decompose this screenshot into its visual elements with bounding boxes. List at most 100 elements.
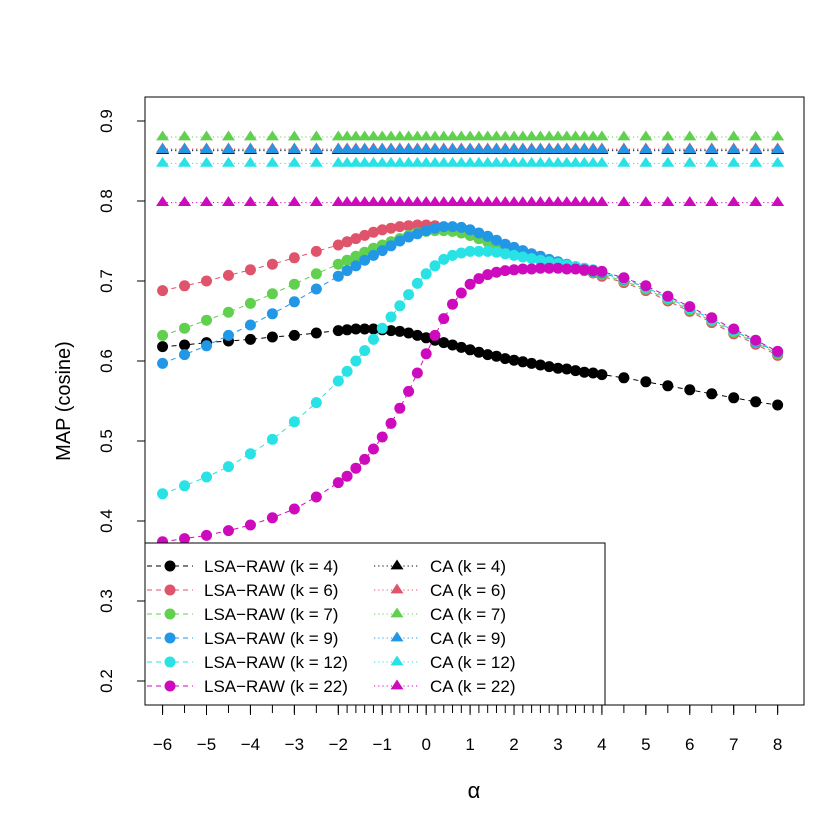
legend-label: LSA−RAW (k = 6) <box>204 581 338 600</box>
data-point-circle <box>534 262 546 274</box>
y-axis: 0.2 0.3 0.4 0.5 0.6 0.7 0.8 0.9 <box>97 109 145 693</box>
data-point-triangle <box>309 196 323 206</box>
data-point-circle <box>455 287 467 299</box>
data-point-triangle <box>516 156 530 167</box>
data-point-circle <box>482 349 494 361</box>
data-point-circle <box>438 253 450 265</box>
legend-marker <box>390 559 404 570</box>
data-point-triangle <box>410 196 424 206</box>
legend-label: LSA−RAW (k = 9) <box>204 629 338 648</box>
legend-entry: LSA−RAW (k = 22) <box>147 677 348 696</box>
data-point-circle <box>640 280 652 292</box>
data-point-circle <box>706 312 718 324</box>
data-point-triangle <box>595 130 609 141</box>
data-point-circle <box>411 277 423 289</box>
data-point-triangle <box>331 196 345 206</box>
data-point-circle <box>526 357 538 369</box>
data-point-circle <box>438 313 450 325</box>
data-point-triangle <box>446 196 460 206</box>
x-tick-label: 0 <box>421 735 430 754</box>
data-point-triangle <box>586 130 600 141</box>
legend-marker <box>164 584 176 596</box>
data-point-circle <box>543 262 555 274</box>
data-point-circle <box>447 221 459 233</box>
data-point-triangle <box>287 130 301 141</box>
data-point-triangle <box>428 130 442 141</box>
data-point-circle <box>526 253 538 265</box>
data-point-circle <box>517 251 529 263</box>
data-point-circle <box>464 344 476 356</box>
data-point-circle <box>455 221 467 233</box>
data-point-circle <box>201 275 213 287</box>
data-point-triangle <box>560 156 574 167</box>
data-point-circle <box>596 369 608 381</box>
data-point-circle <box>266 258 278 270</box>
data-point-triangle <box>533 196 547 206</box>
data-point-circle <box>473 346 485 358</box>
data-point-triangle <box>569 130 583 141</box>
data-point-circle <box>490 246 502 258</box>
data-point-triangle <box>683 156 697 167</box>
data-point-circle <box>367 443 379 455</box>
data-point-triangle <box>265 130 279 141</box>
data-point-triangle <box>489 156 503 167</box>
data-point-triangle <box>595 156 609 167</box>
data-point-triangle <box>454 196 468 206</box>
data-point-triangle <box>525 196 539 206</box>
data-point-circle <box>482 230 494 242</box>
data-point-circle <box>561 263 573 275</box>
data-point-circle <box>310 491 322 503</box>
data-point-triangle <box>358 143 372 154</box>
data-point-triangle <box>366 143 380 154</box>
series-line <box>162 267 778 543</box>
data-point-circle <box>266 331 278 343</box>
data-point-triangle <box>705 143 719 154</box>
data-point-circle <box>464 224 476 236</box>
data-point-triangle <box>472 196 486 206</box>
series-lsa-5 <box>157 262 784 548</box>
series-ca-5 <box>156 196 785 206</box>
x-tick-label: −5 <box>197 735 216 754</box>
data-point-triangle <box>454 143 468 154</box>
data-point-triangle <box>340 130 354 141</box>
data-point-circle <box>341 324 353 336</box>
y-tick-label: 0.5 <box>97 429 116 453</box>
data-point-triangle <box>358 156 372 167</box>
legend-entry: LSA−RAW (k = 7) <box>147 605 338 624</box>
data-point-triangle <box>156 196 170 206</box>
data-point-circle <box>288 503 300 515</box>
data-point-circle <box>288 329 300 341</box>
data-point-circle <box>394 325 406 337</box>
series-ca-2 <box>156 130 785 141</box>
data-point-circle <box>508 354 520 366</box>
data-point-circle <box>534 254 546 266</box>
x-tick-label: 6 <box>685 735 694 754</box>
data-point-circle <box>350 355 362 367</box>
legend-label: CA (k = 12) <box>430 653 516 672</box>
data-point-triangle <box>551 130 565 141</box>
data-point-circle <box>266 512 278 524</box>
data-point-circle <box>482 269 494 281</box>
data-point-circle <box>534 359 546 371</box>
data-point-circle <box>332 477 344 489</box>
series-ca-3 <box>156 143 785 154</box>
data-point-triangle <box>498 196 512 206</box>
data-point-circle <box>403 220 415 232</box>
data-point-circle <box>403 385 415 397</box>
data-point-triangle <box>551 143 565 154</box>
data-point-circle <box>464 278 476 290</box>
y-axis-label: MAP (cosine) <box>53 341 75 461</box>
y-tick-label: 0.7 <box>97 269 116 293</box>
data-point-triangle <box>498 143 512 154</box>
data-point-triangle <box>481 130 495 141</box>
data-point-circle <box>341 254 353 266</box>
data-point-circle <box>570 263 582 275</box>
data-point-triangle <box>428 196 442 206</box>
data-point-triangle <box>683 196 697 206</box>
data-point-circle <box>578 264 590 276</box>
data-point-triangle <box>551 196 565 206</box>
data-point-triangle <box>749 156 763 167</box>
data-point-triangle <box>349 196 363 206</box>
data-point-circle <box>179 480 191 492</box>
data-point-triangle <box>472 156 486 167</box>
